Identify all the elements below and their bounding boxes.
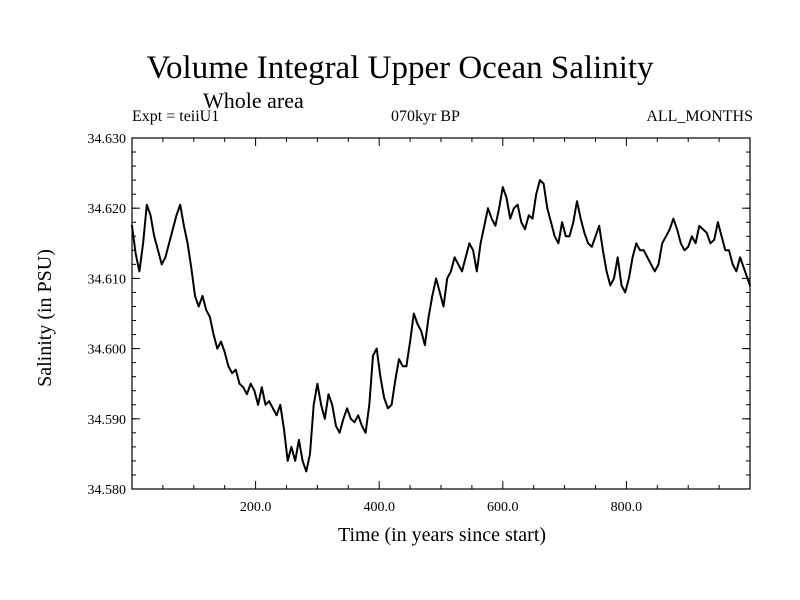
y-tick-label: 34.600 <box>88 343 127 358</box>
y-tick-label: 34.590 <box>88 413 127 428</box>
x-axis-label: Time (in years since start) <box>337 524 547 546</box>
months-label: ALL_MONTHS <box>646 108 753 125</box>
x-tick-label: 200.0 <box>240 500 272 515</box>
y-ticks: 34.580 34.590 34.600 34.610 34.620 34.630 <box>88 132 750 498</box>
salinity-series-line <box>131 179 751 473</box>
chart-title: Volume Integral Upper Ocean Salinity <box>146 50 654 86</box>
expt-label: Expt = teiiU1 <box>132 108 220 125</box>
y-tick-label: 34.630 <box>88 132 127 147</box>
chart-subtitle: Whole area <box>203 88 304 113</box>
y-tick-label: 34.610 <box>88 272 127 287</box>
x-tick-label: 800.0 <box>611 500 643 515</box>
period-label: 070kyr BP <box>391 108 460 125</box>
x-ticks: 200.0 400.0 600.0 800.0 <box>162 138 720 515</box>
y-tick-label: 34.580 <box>88 483 127 498</box>
x-tick-label: 600.0 <box>487 500 519 515</box>
x-tick-label: 400.0 <box>363 500 395 515</box>
y-tick-label: 34.620 <box>88 202 127 217</box>
plot-frame <box>131 137 751 490</box>
